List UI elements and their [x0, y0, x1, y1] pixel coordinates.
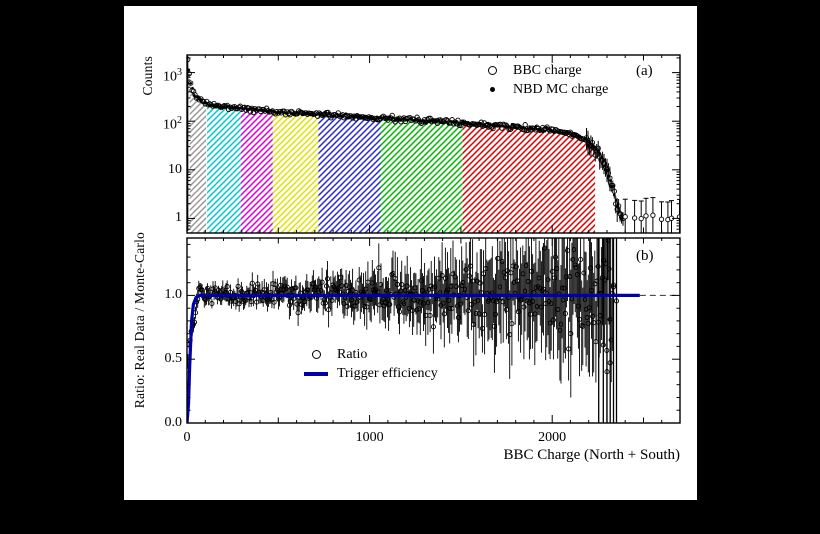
tick-label: 1	[175, 210, 182, 226]
legend-label-trigger-efficiency: Trigger efficiency	[337, 365, 438, 381]
tick-label: 1.0	[164, 287, 183, 303]
filled-dot-marker-icon	[480, 87, 504, 92]
legend-item-bbc-charge: BBC charge	[480, 63, 608, 78]
tick-label: 0.0	[164, 415, 183, 430]
y-axis-label-ratio: Ratio: Real Data / Monte-Carlo	[132, 232, 147, 409]
legend-label-ratio: Ratio	[337, 346, 368, 362]
series-spectrum	[187, 55, 680, 233]
tick-label: 102	[163, 115, 182, 133]
legend-panel-a: BBC charge NBD MC charge	[480, 63, 608, 97]
tick-label: 1000	[355, 430, 384, 445]
legend-item-nbd-mc-charge: NBD MC charge	[480, 82, 608, 97]
x-axis-label: BBC Charge (North + South)	[503, 447, 680, 463]
centrality-bands	[189, 76, 596, 233]
series-ratio	[187, 238, 680, 423]
y-axis-label-counts: Counts	[140, 56, 155, 96]
plot-canvas	[186, 54, 681, 424]
panel-a-tag: (a)	[636, 63, 653, 79]
legend-item-ratio: Ratio	[304, 347, 438, 362]
trigger-line-marker-icon	[304, 371, 328, 376]
figure: 1 10 102 103 0.0 0.5 1.0 0 1000 2000 Counts Ratio…	[124, 6, 697, 500]
panel-b-tag: (b)	[636, 248, 654, 264]
legend-item-trigger-efficiency: Trigger efficiency	[304, 366, 438, 381]
tick-label: 2000	[538, 430, 567, 445]
tick-label: 103	[163, 66, 182, 85]
open-circle-marker-icon	[480, 66, 504, 75]
legend-panel-b: Ratio Trigger efficiency	[304, 347, 438, 381]
legend-label-bbc-charge: BBC charge	[513, 62, 582, 78]
tick-label: 10	[168, 161, 182, 177]
tick-label: 0	[183, 430, 191, 445]
open-circle-marker-icon	[304, 350, 328, 359]
legend-label-nbd-mc-charge: NBD MC charge	[513, 81, 609, 97]
tick-label: 0.5	[164, 351, 183, 367]
